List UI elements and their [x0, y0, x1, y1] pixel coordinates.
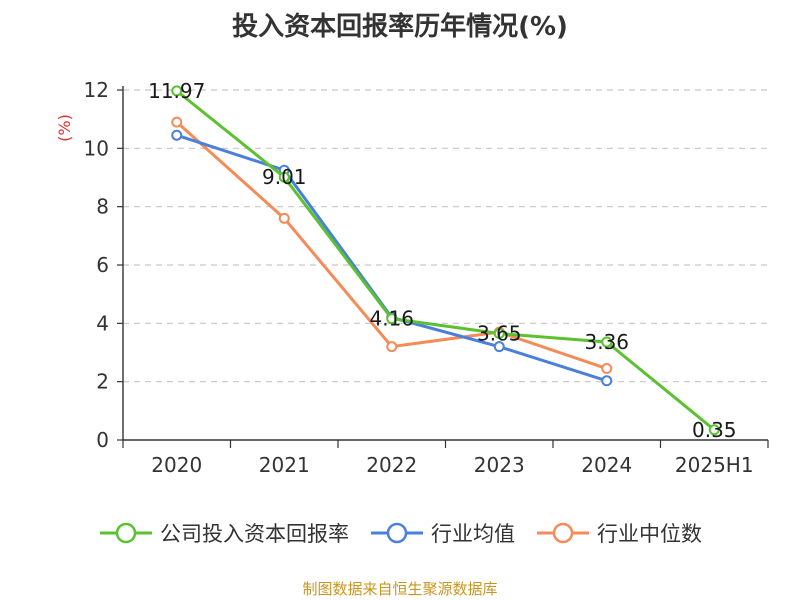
- x-tick-label: 2025H1: [675, 453, 754, 477]
- data-label: 11.97: [148, 79, 205, 103]
- axes: 0 2 4 6 8 10 12 2020 2021 2022 2023 2024 2025H1: [84, 78, 769, 477]
- data-point: [278, 171, 290, 183]
- series-lines: [171, 85, 720, 436]
- y-tick-label: 2: [96, 370, 109, 394]
- data-point: [601, 375, 613, 387]
- data-point: [171, 129, 183, 141]
- data-point: [386, 313, 398, 325]
- series-line-0: [175, 89, 716, 431]
- x-tick-label: 2023: [474, 453, 525, 477]
- x-tick-label: 2020: [151, 453, 202, 477]
- data-point: [601, 363, 613, 375]
- data-point: [171, 85, 183, 97]
- data-point: [386, 341, 398, 353]
- legend-item[interactable]: 公司投入资本回报率: [98, 518, 349, 548]
- x-tick-label: 2022: [366, 453, 417, 477]
- legend-swatch: [100, 522, 152, 544]
- y-tick-label: 4: [96, 311, 109, 335]
- y-tick-label: 12: [84, 78, 109, 102]
- x-tick-label: 2021: [259, 453, 310, 477]
- data-point: [708, 424, 720, 436]
- legend-swatch: [371, 522, 423, 544]
- legend-label: 公司投入资本回报率: [160, 522, 349, 546]
- data-label: 9.01: [262, 165, 307, 189]
- source-note: 制图数据来自恒生聚源数据库: [302, 580, 498, 598]
- series-line-2: [175, 120, 608, 370]
- data-label: 4.16: [369, 307, 414, 331]
- y-tick-label: 6: [96, 253, 109, 277]
- data-label: 3.65: [477, 322, 522, 346]
- data-point: [278, 212, 290, 224]
- chart-title: 投入资本回报率历年情况(%): [232, 12, 568, 42]
- data-labels: 11.97 9.01 4.16 3.65 3.36 0.35: [148, 79, 736, 442]
- legend-item[interactable]: 行业均值: [369, 518, 515, 548]
- data-point: [601, 336, 613, 348]
- y-tick-label: 0: [96, 428, 109, 452]
- x-tick-label: 2024: [581, 453, 632, 477]
- data-label: 0.35: [692, 418, 737, 442]
- y-axis-unit-label: (%): [55, 114, 74, 142]
- grid-lines: [123, 89, 768, 383]
- data-label: 3.36: [584, 330, 629, 354]
- y-tick-label: 10: [84, 136, 109, 160]
- y-tick-label: 8: [96, 195, 109, 219]
- legend-label: 行业均值: [431, 522, 515, 546]
- legend: 公司投入资本回报率 行业均值 行业中位数: [0, 518, 800, 548]
- data-point: [493, 328, 505, 340]
- data-point: [493, 341, 505, 353]
- data-point: [171, 116, 183, 128]
- legend-swatch: [537, 522, 589, 544]
- legend-label: 行业中位数: [597, 522, 702, 546]
- legend-item[interactable]: 行业中位数: [535, 518, 702, 548]
